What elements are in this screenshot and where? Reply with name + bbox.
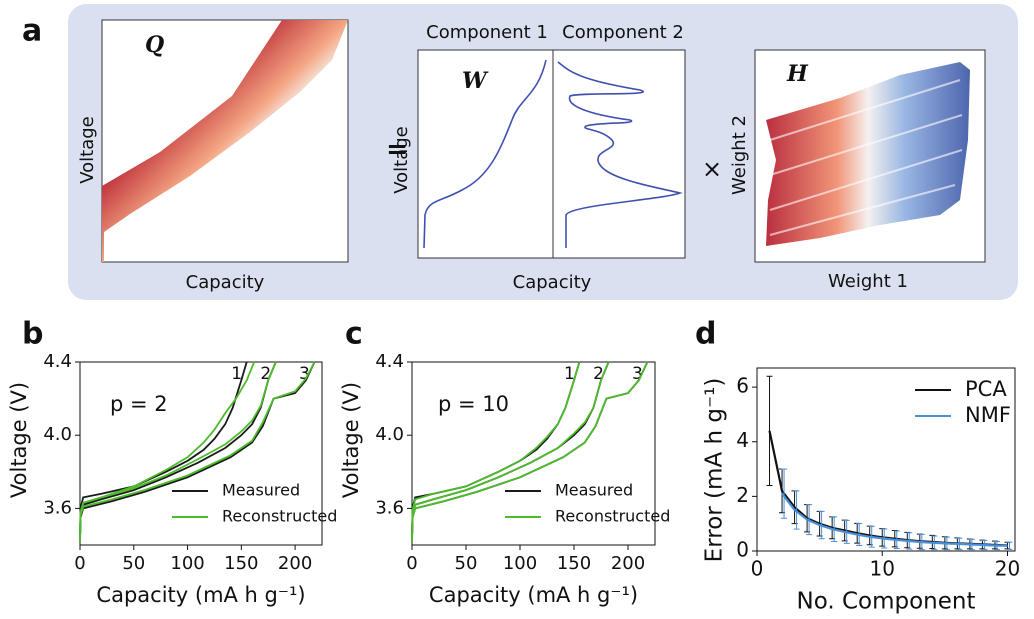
- error-bar: [806, 504, 813, 536]
- error-bar: [781, 468, 788, 519]
- error-bar: [766, 375, 773, 486]
- y-tick-label: 2: [736, 483, 749, 507]
- q-xlabel: Capacity: [186, 272, 265, 293]
- error-bar: [993, 540, 1000, 551]
- x-tick-label: 200: [611, 553, 645, 574]
- x-tick-label: 150: [224, 553, 258, 574]
- error-bar: [831, 516, 838, 542]
- voltage-curve: [79, 361, 248, 542]
- y-tick-label: 4.4: [375, 351, 404, 372]
- error-bar: [943, 536, 950, 551]
- voltage-curve: [411, 361, 581, 542]
- error-bar: [906, 532, 913, 550]
- plot-frame: [79, 361, 323, 546]
- x-axis-label: Capacity (mA h g⁻¹): [96, 583, 305, 607]
- y-tick-label: 0: [736, 538, 749, 562]
- curve-label: 3: [299, 364, 310, 384]
- y-tick-label: 6: [736, 374, 749, 398]
- panel-label: b: [22, 317, 43, 352]
- w-xlabel: Capacity: [513, 272, 592, 293]
- times: ×: [702, 155, 722, 183]
- curve-label: 1: [564, 364, 575, 384]
- error-bar: [931, 535, 938, 551]
- x-tick-label: 100: [170, 553, 204, 574]
- annotation: p = 2: [110, 392, 168, 416]
- x-tick-label: 0: [751, 557, 764, 581]
- x-axis-label: Capacity (mA h g⁻¹): [429, 583, 638, 607]
- error-bar: [856, 523, 863, 547]
- y-tick-label: 3.6: [375, 497, 404, 518]
- y-axis-label: Voltage (V): [7, 382, 31, 498]
- y-tick-label: 4.0: [375, 424, 404, 445]
- h-ylabel: Weight 2: [729, 115, 750, 195]
- error-bar: [956, 537, 963, 551]
- y-tick-label: 4.4: [43, 351, 72, 372]
- x-tick-label: 10: [870, 557, 895, 581]
- y-tick-label: 4: [736, 428, 749, 452]
- q-curves: [102, 20, 348, 262]
- x-tick-label: 100: [503, 553, 537, 574]
- q-title: Q: [145, 32, 164, 58]
- legend-label: PCA: [965, 377, 1007, 401]
- y-axis-label: Error (mA h g⁻¹): [702, 378, 728, 563]
- y-tick-label: 4.0: [43, 424, 72, 445]
- component-label: Component 1: [426, 22, 548, 43]
- x-tick-label: 50: [455, 553, 478, 574]
- h-streaks: [769, 79, 963, 236]
- error-bar: [843, 519, 850, 544]
- error-bar: [868, 525, 875, 548]
- w-ylabel: Voltage: [391, 126, 412, 194]
- error-bar: [881, 528, 888, 549]
- w-title: W: [462, 68, 489, 94]
- error-bar: [793, 490, 800, 530]
- q-ylabel: Voltage: [77, 116, 98, 184]
- plot-frame: [411, 361, 656, 546]
- w-component-1: [423, 59, 547, 249]
- error-bar: [893, 530, 900, 550]
- annotation: p = 10: [438, 392, 509, 416]
- error-bar: [981, 539, 988, 551]
- h-title: H: [786, 61, 809, 87]
- curve-label: 2: [593, 364, 604, 384]
- voltage-curve: [79, 361, 316, 542]
- x-tick-label: 0: [406, 553, 417, 574]
- error-bar: [1006, 541, 1013, 550]
- voltage-curve: [79, 361, 277, 542]
- legend-label: Reconstructed: [555, 507, 670, 526]
- w-component-2: [557, 61, 683, 248]
- panel-label: a: [22, 14, 42, 49]
- legend-label: NMF: [965, 403, 1011, 427]
- y-axis-label: Voltage (V): [339, 382, 363, 498]
- plot-frame: [756, 367, 1016, 552]
- w-box: [417, 49, 686, 259]
- error-line: [781, 492, 1008, 547]
- y-tick-label: 3.6: [43, 497, 72, 518]
- h-scatter: [766, 62, 970, 246]
- legend-label: Measured: [222, 481, 300, 500]
- curve-label: 1: [231, 364, 242, 384]
- equals: =: [386, 135, 408, 165]
- error-bar: [918, 533, 925, 551]
- panel-label: c: [345, 317, 363, 352]
- legend-label: Measured: [555, 481, 633, 500]
- x-axis-label: No. Component: [796, 589, 975, 615]
- voltage-curve: [411, 361, 649, 542]
- panel-label: d: [695, 317, 716, 352]
- error-bar: [818, 510, 825, 540]
- curve-label: 2: [260, 364, 271, 384]
- curve-label: 3: [632, 364, 643, 384]
- x-tick-label: 200: [278, 553, 312, 574]
- error-bar: [968, 538, 975, 551]
- h-xlabel: Weight 1: [828, 271, 908, 292]
- x-tick-label: 20: [995, 557, 1020, 581]
- component-label: Component 2: [562, 22, 684, 43]
- x-tick-label: 150: [557, 553, 591, 574]
- x-tick-label: 0: [74, 553, 85, 574]
- x-tick-label: 50: [122, 553, 145, 574]
- error-line: [768, 430, 1008, 547]
- legend-label: Reconstructed: [222, 507, 337, 526]
- voltage-curve: [411, 361, 610, 542]
